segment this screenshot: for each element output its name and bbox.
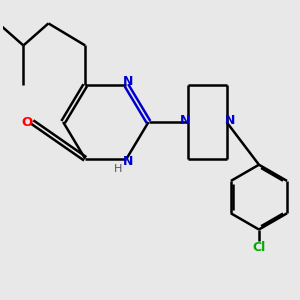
Text: N: N — [123, 155, 133, 168]
Text: N: N — [225, 114, 235, 127]
Text: N: N — [123, 75, 133, 88]
Text: N: N — [180, 114, 190, 127]
Text: H: H — [113, 164, 122, 174]
Text: Cl: Cl — [252, 241, 266, 254]
Text: O: O — [21, 116, 32, 128]
